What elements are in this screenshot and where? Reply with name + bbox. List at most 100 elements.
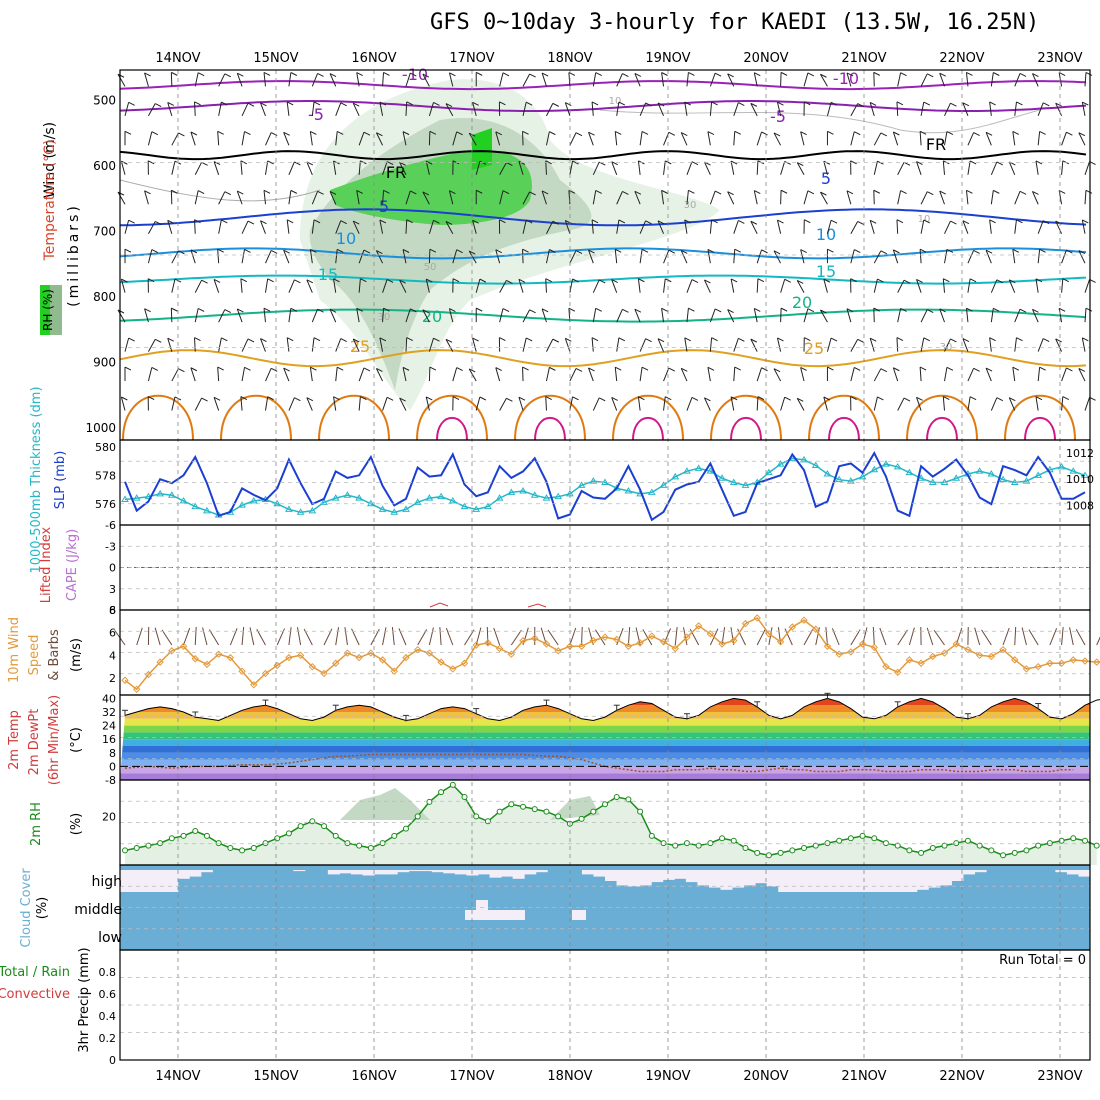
cloud-high-clear <box>593 870 606 877</box>
wind-barb <box>422 191 430 205</box>
cloud-high-clear <box>131 870 144 892</box>
wind-barb-flag <box>893 367 900 372</box>
wind-barb-flag <box>317 308 324 313</box>
wind-barb <box>1081 102 1086 116</box>
rh2m-point <box>953 840 960 847</box>
contour-label: 10 <box>816 225 836 244</box>
wind-barb-flag <box>290 72 298 76</box>
temp-band <box>120 725 1090 733</box>
thickness-point <box>729 478 738 485</box>
wind-barb-flag <box>1055 102 1062 107</box>
wind10-point <box>987 652 996 661</box>
date-top-label: 15NOV <box>253 51 298 66</box>
wind-barb-flag <box>681 249 688 254</box>
wind-barb <box>727 73 735 87</box>
wind-barb <box>686 161 693 175</box>
wind-barb <box>468 368 477 382</box>
wind-barb-flag <box>880 132 888 137</box>
wind-barb <box>545 278 547 293</box>
p4-label-a: 10m Wind <box>7 617 22 683</box>
wind-barb-flag <box>376 250 383 255</box>
wind10-barb <box>391 627 395 646</box>
wind-barb <box>265 250 272 264</box>
wind-barb <box>588 249 594 264</box>
wind10-barb <box>370 628 380 646</box>
wind-barb-flag <box>525 101 533 106</box>
wind10-point <box>964 645 972 654</box>
wind-barb <box>405 101 408 116</box>
wind-barb <box>588 367 594 382</box>
rh2m-point <box>227 845 234 851</box>
wind-barb <box>850 103 859 117</box>
wind10-point <box>367 649 375 657</box>
wind-barb <box>218 337 222 352</box>
rh2m-point <box>988 847 995 854</box>
rh2m-point <box>859 832 866 839</box>
wind-barb <box>634 191 641 205</box>
wind-barb <box>1014 101 1017 116</box>
wind-barb-flag <box>780 307 788 312</box>
wind-barb-flag <box>919 130 927 135</box>
wind10-barb <box>439 627 442 646</box>
wind-barb-flag <box>363 131 371 136</box>
wind-barb <box>333 278 337 293</box>
wind-barb-flag <box>823 278 831 283</box>
wind-barb-flag <box>820 73 827 78</box>
wind-barb <box>1061 160 1064 175</box>
wind-barb-flag <box>240 278 248 283</box>
wind-barb-flag <box>800 131 807 136</box>
wind-barb-flag <box>386 161 394 165</box>
wind-barb-flag <box>224 191 232 196</box>
rh2m-point <box>332 832 339 839</box>
wind-barb <box>750 221 758 234</box>
isotherm-1 <box>119 100 1087 112</box>
wind-barb <box>639 102 647 117</box>
wind-barb-flag <box>993 189 1000 194</box>
wind-barb <box>422 309 430 323</box>
wind-barb <box>820 191 828 205</box>
wind-barb-flag <box>761 131 768 136</box>
wind-barb-flag <box>704 397 711 402</box>
wind-barb <box>709 219 713 234</box>
rh2m-point <box>882 840 889 847</box>
wind-barb-flag <box>247 220 255 225</box>
wind-barb <box>686 397 693 411</box>
wind-barb <box>402 249 407 264</box>
p4-ytick: 6 <box>109 627 116 640</box>
p8-label-a: 3hr Precip (mm) <box>77 947 92 1052</box>
wind-barb-flag <box>260 102 267 107</box>
thickness-point <box>917 474 925 481</box>
p5-ytick: 32 <box>102 706 116 719</box>
cloud-high-clear <box>489 870 502 878</box>
date-bottom-label: 16NOV <box>351 1069 396 1084</box>
wind-barb <box>680 368 688 382</box>
wind-barb-flag <box>445 103 453 108</box>
wind-barb <box>468 250 477 264</box>
thickness-point <box>811 461 820 468</box>
cloud-high-clear <box>327 870 340 875</box>
wind-barb-flag <box>996 161 1004 166</box>
wind-barb <box>499 162 507 176</box>
wind-barb <box>850 249 855 264</box>
wind-barb <box>356 308 360 323</box>
wind-barb-flag <box>622 308 629 313</box>
wind-barb-flag <box>1016 219 1023 224</box>
wind-barb <box>942 160 946 175</box>
wind10-barb <box>872 626 875 646</box>
wind-barb-flag <box>399 397 406 402</box>
wind-barb-flag <box>283 131 290 136</box>
rh2m-point <box>157 840 164 847</box>
wind-barb <box>311 308 319 323</box>
wind-barb-flag <box>363 367 371 372</box>
wind-barb-flag <box>645 220 652 225</box>
wind-barb <box>445 103 454 117</box>
wind10-point <box>437 658 445 666</box>
wind-barb <box>1035 160 1039 175</box>
thickness-point <box>1069 467 1078 474</box>
contour-label: 5 <box>821 169 831 188</box>
wind-barb-flag <box>777 219 784 224</box>
date-bottom-label: 21NOV <box>841 1069 886 1084</box>
wind-barb-flag <box>117 309 125 314</box>
wind-barb <box>663 278 666 293</box>
wind-barb <box>522 102 527 116</box>
